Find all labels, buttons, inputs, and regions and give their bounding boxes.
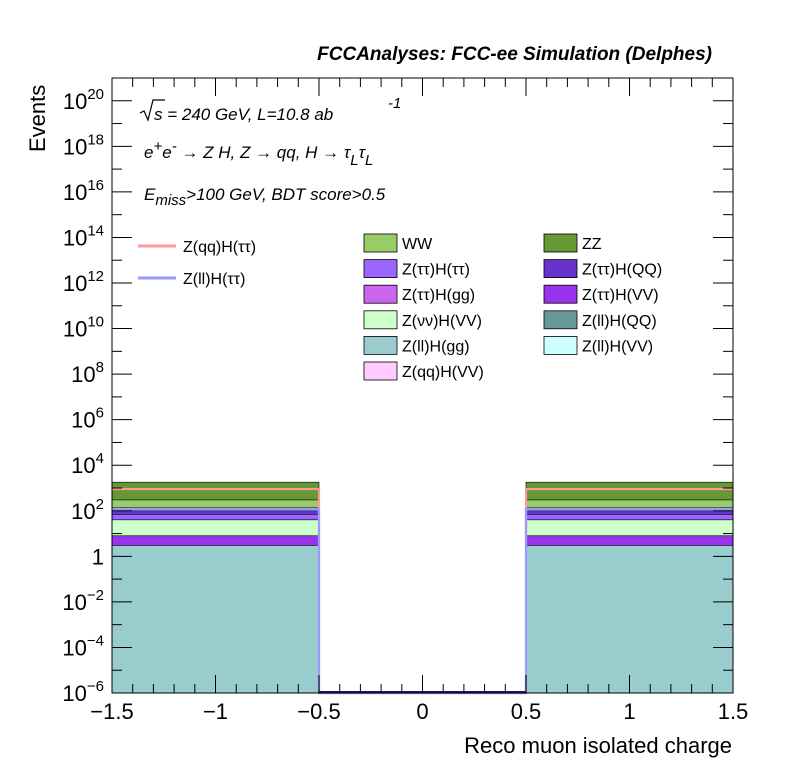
- x-axis-title: Reco muon isolated charge: [464, 733, 732, 758]
- legend-swatch: [543, 335, 578, 355]
- legend-label: Z(νν)H(VV): [402, 313, 482, 330]
- legend-swatch: [543, 310, 578, 330]
- y-tick-label: 10−4: [62, 632, 104, 660]
- stack-bar-z-ll-h-gg--2: [525, 545, 734, 694]
- x-tick-label: 0.5: [511, 699, 542, 724]
- legend-swatch: [363, 284, 398, 304]
- stack-bar-z-ll-h-gg--0: [111, 545, 320, 694]
- axes: −1.5 −1 −0.5 0 0.5 1 1.5 10−6 10−4 10−2 1 102 104 106…: [62, 77, 749, 724]
- y-tick-label: 1: [92, 544, 104, 569]
- y-tick-label: 10−6: [62, 678, 104, 706]
- legend-swatch: [363, 259, 398, 279]
- legend-swatch: [363, 361, 398, 381]
- x-tick-label: 0: [416, 699, 428, 724]
- legend-label: Z(ll)H(QQ): [582, 313, 657, 330]
- plot-title: FCCAnalyses: FCC-ee Simulation (Delphes): [317, 44, 712, 65]
- legend-label: Z(ττ)H(QQ): [582, 262, 662, 279]
- x-tick-label: −1.5: [90, 699, 133, 724]
- y-tick-label: 1018: [63, 131, 104, 159]
- legend-label: Z(ττ)H(gg): [402, 287, 475, 304]
- y-tick-label: 1010: [63, 314, 104, 342]
- annotation-process: e+e- → Z H, Z → qq, H → τLτL: [144, 138, 373, 169]
- svg-text:s = 240 GeV, L=10.8 ab: s = 240 GeV, L=10.8 ab: [154, 105, 333, 124]
- y-tick-label: 1014: [63, 222, 104, 250]
- legend-label: Z(ττ)H(VV): [582, 287, 659, 304]
- legend-label: Z(ll)H(VV): [582, 338, 653, 355]
- legend-label: Z(ll)H(gg): [402, 338, 470, 355]
- y-tick-label: 1012: [63, 268, 104, 296]
- legend-swatch: [543, 284, 578, 304]
- stack-layer: [111, 481, 734, 694]
- legend-swatch: [543, 259, 578, 279]
- annotation-energy: s = 240 GeV, L=10.8 ab -1: [139, 95, 401, 124]
- annotation-cuts: Emiss>100 GeV, BDT score>0.5: [144, 185, 386, 209]
- x-tick-label: −0.5: [297, 699, 340, 724]
- y-tick-label: 108: [71, 359, 104, 387]
- y-tick-label: 102: [71, 496, 104, 524]
- y-tick-label: 1016: [63, 177, 104, 205]
- y-axis-title: Events: [25, 85, 50, 152]
- legend-swatch: [363, 233, 398, 253]
- legend-line-label: Z(ll)H(ττ): [183, 271, 245, 288]
- y-tick-label: 106: [71, 405, 104, 433]
- y-tick-label: 10−2: [62, 587, 104, 615]
- legend-label: Z(ττ)H(ττ): [402, 262, 470, 279]
- y-tick-label: 1020: [63, 86, 104, 114]
- x-tick-label: 1: [623, 699, 635, 724]
- legend-line-label: Z(qq)H(ττ): [183, 239, 256, 256]
- legend-label: Z(qq)H(VV): [402, 364, 484, 381]
- y-tick-label: 104: [71, 450, 104, 478]
- legend-swatch: [363, 310, 398, 330]
- x-tick-label: −1: [203, 699, 228, 724]
- svg-text:Emiss>100 GeV, BDT score>0.5: Emiss>100 GeV, BDT score>0.5: [144, 185, 386, 209]
- legend-label: ZZ: [582, 236, 602, 253]
- sqrt-symbol: [139, 99, 165, 122]
- x-tick-label: 1.5: [718, 699, 749, 724]
- legend-swatch: [543, 233, 578, 253]
- legend: Z(qq)H(ττ) Z(ll)H(ττ) WW Z(ττ)H(ττ) Z(ττ)H(g…: [138, 233, 662, 381]
- svg-text:e+e- → Z H, Z → qq, H → τLτL: e+e- → Z H, Z → qq, H → τLτL: [144, 138, 373, 169]
- legend-label: WW: [402, 236, 433, 253]
- legend-swatch: [363, 335, 398, 355]
- svg-text:-1: -1: [388, 95, 401, 112]
